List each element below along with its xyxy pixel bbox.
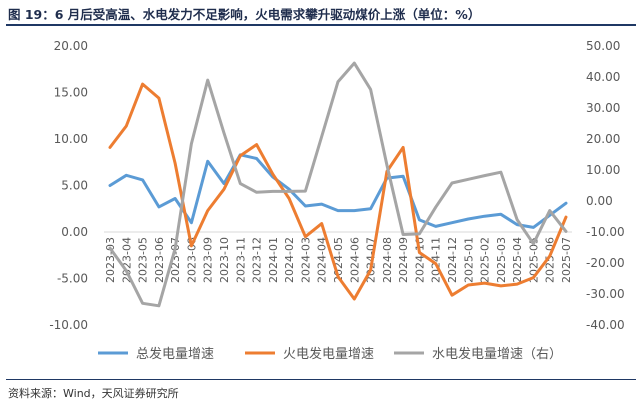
right-tick-label: 10.00	[586, 163, 620, 177]
x-tick-label: 2023-10	[218, 237, 231, 283]
right-tick-label: 40.00	[586, 70, 620, 84]
right-tick-label: -40.00	[586, 318, 625, 332]
x-tick-label: 2023-11	[234, 237, 247, 283]
x-tick-label: 2023-07	[169, 237, 182, 283]
x-tick-label: 2024-08	[381, 237, 394, 283]
x-tick-label: 2025-03	[495, 237, 508, 283]
left-tick-label: 15.00	[54, 86, 88, 100]
legend-label-total: 总发电量增速	[136, 346, 214, 362]
x-tick-label: 2024-12	[446, 237, 459, 283]
x-tick-label: 2024-02	[283, 237, 296, 283]
series-line-thermal	[108, 82, 568, 301]
legend-label-hydro: 水电发电量增速（右）	[432, 346, 562, 362]
x-tick-label: 2024-01	[267, 237, 280, 283]
left-tick-label: -10.00	[49, 318, 88, 332]
left-tick-label: 20.00	[54, 39, 88, 53]
x-tick-label: 2023-05	[137, 237, 150, 283]
right-axis-ticks: 50.00 40.00 30.00 20.00 10.00 0.00 -10.00 -20.0…	[586, 39, 625, 332]
x-tick-label: 2025-04	[511, 237, 524, 283]
figure-title: 图 19：6 月后受高温、水电发力不足影响，火电需求攀升驱动煤价上涨（单位：%）	[8, 7, 481, 22]
source-rule	[6, 379, 636, 380]
series-lines	[108, 61, 568, 308]
x-tick-label: 2023-12	[251, 237, 264, 283]
right-tick-label: 50.00	[586, 39, 620, 53]
legend: 总发电量增速 火电发电量增速 水电发电量增速（右）	[98, 346, 562, 362]
x-tick-label: 2025-02	[479, 237, 492, 283]
x-tick-label: 2024-09	[397, 237, 410, 283]
left-tick-label: 10.00	[54, 132, 88, 146]
series-line-total	[108, 153, 568, 229]
left-tick-label: -5.00	[57, 272, 88, 286]
x-tick-label: 2024-10	[413, 237, 426, 283]
right-tick-label: -20.00	[586, 256, 625, 270]
left-tick-label: 0.00	[61, 225, 88, 239]
left-tick-label: 5.00	[61, 179, 88, 193]
right-tick-label: -10.00	[586, 225, 625, 239]
series-line-hydro	[108, 61, 568, 308]
source-note: 资料来源：Wind，天风证券研究所	[8, 387, 179, 400]
x-tick-label: 2023-04	[120, 237, 133, 283]
right-tick-label: 0.00	[586, 194, 613, 208]
x-tick-label: 2024-03	[299, 237, 312, 283]
x-tick-label: 2025-07	[560, 237, 573, 283]
x-tick-label: 2023-09	[202, 237, 215, 283]
x-tick-label: 2023-06	[153, 237, 166, 283]
x-tick-label: 2023-03	[104, 237, 117, 283]
right-tick-label: 30.00	[586, 101, 620, 115]
left-axis-ticks: 20.00 15.00 10.00 5.00 0.00 -5.00 -10.00	[49, 39, 88, 332]
x-tick-label: 2023-08	[185, 237, 198, 283]
x-tick-label: 2025-01	[462, 237, 475, 283]
legend-label-thermal: 火电发电量增速	[283, 346, 374, 362]
right-tick-label: 20.00	[586, 132, 620, 146]
right-tick-label: -30.00	[586, 287, 625, 301]
x-tick-label: 2024-06	[348, 237, 361, 283]
x-tick-label: 2024-04	[316, 237, 329, 283]
title-rule	[6, 24, 636, 26]
